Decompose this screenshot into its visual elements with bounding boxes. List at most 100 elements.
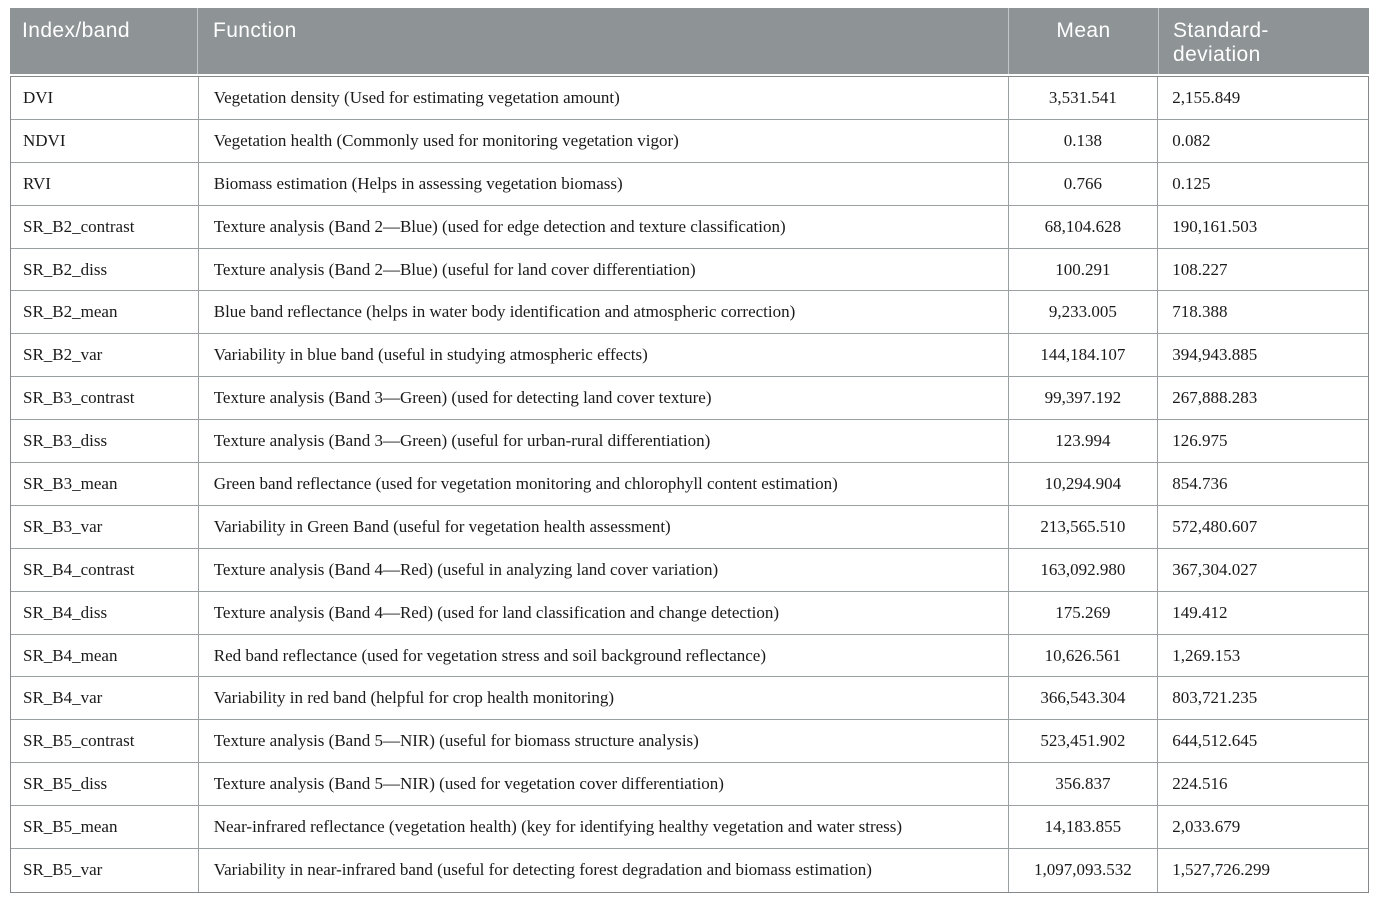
column-header-index-band: Index/band xyxy=(10,8,197,74)
cell-mean-text: 10,626.561 xyxy=(1044,645,1122,665)
cell-std-deviation-text: 2,033.679 xyxy=(1172,817,1241,837)
cell-std-deviation: 190,161.503 xyxy=(1157,205,1368,248)
cell-std-deviation-text: 854.736 xyxy=(1172,473,1228,493)
cell-index-band-text: SR_B2_diss xyxy=(23,259,108,279)
cell-index-band-text: SR_B2_mean xyxy=(23,302,118,322)
cell-std-deviation: 126.975 xyxy=(1157,420,1368,463)
cell-function: Blue band reflectance (helps in water bo… xyxy=(197,291,1008,334)
cell-function-text: Vegetation health (Commonly used for mon… xyxy=(213,130,679,150)
cell-std-deviation-text: 0.082 xyxy=(1172,130,1211,150)
cell-mean-text: 163,092.980 xyxy=(1040,559,1126,579)
cell-function: Near-infrared reflectance (vegetation he… xyxy=(197,806,1008,849)
cell-function-text: Red band reflectance (used for vegetatio… xyxy=(213,645,766,665)
table-row: SR_B4_var Variability in red band (helpfu… xyxy=(11,677,1368,721)
cell-index-band: SR_B2_mean xyxy=(11,291,198,333)
cell-index-band-text: SR_B5_contrast xyxy=(23,731,135,751)
cell-index-band-text: SR_B5_mean xyxy=(23,817,118,837)
cell-index-band: SR_B3_mean xyxy=(11,463,198,505)
table-row: SR_B5_var Variability in near-infrared ba… xyxy=(11,849,1368,892)
cell-index-band-text: SR_B3_var xyxy=(23,516,103,536)
table-row: SR_B4_diss Texture analysis (Band 4—Red) … xyxy=(11,591,1368,635)
cell-function: Texture analysis (Band 3—Green) (used fo… xyxy=(197,377,1008,420)
cell-mean: 523,451.902 xyxy=(1007,720,1158,763)
cell-function: Texture analysis (Band 4—Red) (used for … xyxy=(197,591,1008,634)
cell-mean-text: 68,104.628 xyxy=(1044,216,1122,236)
table-row: SR_B5_mean Near-infrared reflectance (veg… xyxy=(11,806,1368,850)
table-header-row: Index/band Function Mean Standard-deviat… xyxy=(10,8,1369,74)
cell-mean-text: 1,097,093.532 xyxy=(1034,860,1132,880)
cell-std-deviation: 572,480.607 xyxy=(1157,505,1368,548)
cell-std-deviation: 394,943.885 xyxy=(1157,334,1368,377)
cell-index-band: SR_B4_contrast xyxy=(11,549,198,591)
cell-mean-text: 175.269 xyxy=(1055,602,1111,622)
cell-std-deviation: 644,512.645 xyxy=(1157,720,1368,763)
cell-index-band: SR_B3_diss xyxy=(11,420,198,462)
column-header-standard-deviation: Standard-deviation xyxy=(1158,8,1369,74)
cell-function-text: Variability in Green Band (useful for ve… xyxy=(213,516,671,536)
cell-index-band: SR_B2_contrast xyxy=(11,206,198,248)
cell-std-deviation: 267,888.283 xyxy=(1157,377,1368,420)
cell-index-band-text: SR_B4_var xyxy=(23,688,103,708)
cell-index-band: SR_B5_var xyxy=(11,849,198,892)
cell-function-text: Variability in near-infrared band (usefu… xyxy=(213,860,872,880)
cell-std-deviation-text: 126.975 xyxy=(1172,431,1228,451)
cell-function-text: Texture analysis (Band 5—NIR) (useful fo… xyxy=(213,731,699,751)
cell-mean: 68,104.628 xyxy=(1007,205,1158,248)
table-row: SR_B2_mean Blue band reflectance (helps i… xyxy=(11,291,1368,335)
table-row: SR_B4_mean Red band reflectance (used for… xyxy=(11,634,1368,678)
cell-function-text: Blue band reflectance (helps in water bo… xyxy=(213,302,796,322)
cell-index-band-text: SR_B5_var xyxy=(23,860,103,880)
cell-index-band-text: SR_B4_diss xyxy=(23,602,108,622)
cell-index-band: SR_B2_diss xyxy=(11,249,198,291)
cell-function: Texture analysis (Band 3—Green) (useful … xyxy=(197,420,1008,463)
cell-std-deviation-text: 644,512.645 xyxy=(1172,731,1258,751)
cell-function: Red band reflectance (used for vegetatio… xyxy=(197,634,1008,677)
table-row: DVI Vegetation density (Used for estimati… xyxy=(11,77,1368,120)
cell-index-band-text: SR_B2_contrast xyxy=(23,216,135,236)
table-row: SR_B5_diss Texture analysis (Band 5—NIR) … xyxy=(11,763,1368,807)
cell-function: Vegetation density (Used for estimating … xyxy=(197,77,1008,119)
cell-std-deviation: 718.388 xyxy=(1157,291,1368,334)
table-row: SR_B3_mean Green band reflectance (used f… xyxy=(11,463,1368,506)
cell-mean-text: 523,451.902 xyxy=(1040,731,1126,751)
cell-mean: 144,184.107 xyxy=(1007,334,1158,377)
cell-function-text: Texture analysis (Band 3—Green) (useful … xyxy=(213,431,711,451)
cell-mean: 10,626.561 xyxy=(1007,634,1158,677)
column-header-label: Function xyxy=(213,19,297,42)
cell-std-deviation: 1,269.153 xyxy=(1157,634,1368,677)
cell-mean-text: 356.837 xyxy=(1055,774,1111,794)
column-header-label: Standard-deviation xyxy=(1173,19,1269,66)
cell-std-deviation: 1,527,726.299 xyxy=(1157,849,1368,892)
cell-function-text: Texture analysis (Band 2—Blue) (used for… xyxy=(213,216,786,236)
cell-mean-text: 10,294.904 xyxy=(1044,473,1122,493)
cell-std-deviation-text: 1,527,726.299 xyxy=(1172,860,1271,880)
cell-index-band: RVI xyxy=(11,163,198,205)
cell-mean: 100.291 xyxy=(1007,248,1158,291)
cell-index-band-text: SR_B3_mean xyxy=(23,473,118,493)
cell-mean: 356.837 xyxy=(1007,763,1158,806)
cell-mean-text: 0.138 xyxy=(1063,130,1103,150)
cell-mean-text: 366,543.304 xyxy=(1040,688,1126,708)
cell-mean-text: 123.994 xyxy=(1055,431,1111,451)
cell-mean-text: 213,565.510 xyxy=(1040,516,1126,536)
cell-std-deviation: 854.736 xyxy=(1157,463,1368,505)
table-body: DVI Vegetation density (Used for estimati… xyxy=(10,76,1369,893)
cell-mean: 213,565.510 xyxy=(1007,505,1158,548)
cell-std-deviation-text: 224.516 xyxy=(1172,774,1228,794)
table-row: RVI Biomass estimation (Helps in assessin… xyxy=(11,162,1368,206)
column-header-mean: Mean xyxy=(1008,8,1158,74)
cell-std-deviation: 0.125 xyxy=(1157,162,1368,205)
cell-mean: 163,092.980 xyxy=(1007,548,1158,591)
cell-std-deviation-text: 572,480.607 xyxy=(1172,516,1258,536)
cell-index-band-text: SR_B4_mean xyxy=(23,645,118,665)
cell-mean-text: 100.291 xyxy=(1055,259,1111,279)
cell-index-band-text: SR_B3_diss xyxy=(23,431,108,451)
cell-function-text: Texture analysis (Band 5—NIR) (used for … xyxy=(213,774,724,794)
cell-function: Texture analysis (Band 4—Red) (useful in… xyxy=(197,548,1008,591)
cell-std-deviation-text: 2,155.849 xyxy=(1172,87,1241,107)
cell-index-band: SR_B4_diss xyxy=(11,592,198,634)
cell-std-deviation: 0.082 xyxy=(1157,119,1368,162)
cell-mean: 10,294.904 xyxy=(1007,463,1158,505)
cell-mean-text: 9,233.005 xyxy=(1048,302,1117,322)
cell-function-text: Green band reflectance (used for vegetat… xyxy=(213,473,838,493)
